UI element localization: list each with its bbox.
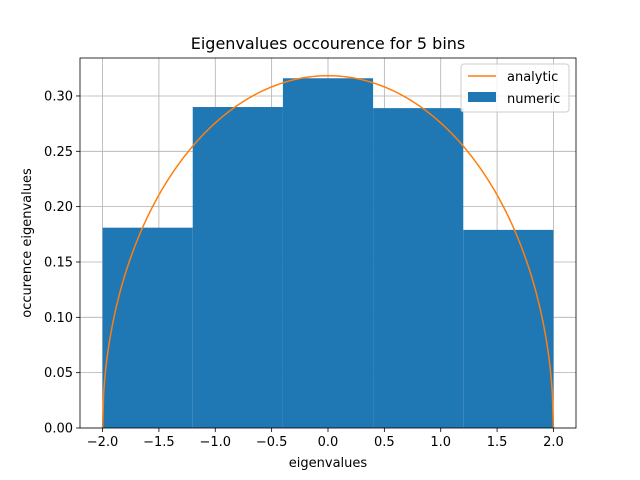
legend-numeric-label: numeric: [507, 92, 560, 107]
histogram-bar-4: [463, 229, 554, 428]
y-axis-label: occurence eigenvalues: [20, 168, 35, 318]
x-tick-label-5: 0.5: [374, 435, 395, 450]
x-tick-label-0: −2.0: [87, 435, 119, 450]
legend: analytic numeric: [460, 63, 570, 113]
x-axis-ticks: −2.0 −1.5 −1.0 −0.5 0.0 0.5 1.0 1.5 2.0: [87, 428, 564, 450]
histogram-bar-3: [373, 108, 464, 428]
histogram-bar-0: [102, 227, 193, 428]
x-tick-label-6: 1.0: [430, 435, 451, 450]
histogram-bars: [102, 78, 554, 428]
x-tick-label-2: −1.0: [199, 435, 231, 450]
analytic-curve: [101, 74, 555, 429]
y-tick-label-1: 0.05: [44, 366, 73, 381]
legend-numeric-swatch: [468, 92, 496, 102]
histogram-bar-1: [192, 107, 283, 428]
legend-analytic-label: analytic: [507, 70, 558, 85]
x-tick-label-7: 1.5: [487, 435, 508, 450]
y-tick-label-2: 0.10: [44, 311, 73, 326]
y-tick-label-4: 0.20: [44, 200, 73, 215]
x-tick-label-4: 0.0: [318, 435, 339, 450]
chart-title: Eigenvalues occourence for 5 bins: [191, 34, 466, 53]
y-tick-label-5: 0.25: [44, 145, 73, 160]
histogram-bar-2: [282, 78, 374, 428]
x-tick-label-8: 2.0: [543, 435, 564, 450]
y-tick-label-0: 0.00: [44, 422, 73, 437]
y-axis-ticks: 0.00 0.05 0.10 0.15 0.20 0.25 0.30: [44, 89, 80, 437]
x-tick-label-3: −0.5: [256, 435, 288, 450]
x-tick-label-1: −1.5: [143, 435, 175, 450]
y-tick-label-3: 0.15: [44, 255, 73, 270]
y-tick-label-6: 0.30: [44, 89, 73, 104]
x-axis-label: eigenvalues: [289, 456, 368, 471]
